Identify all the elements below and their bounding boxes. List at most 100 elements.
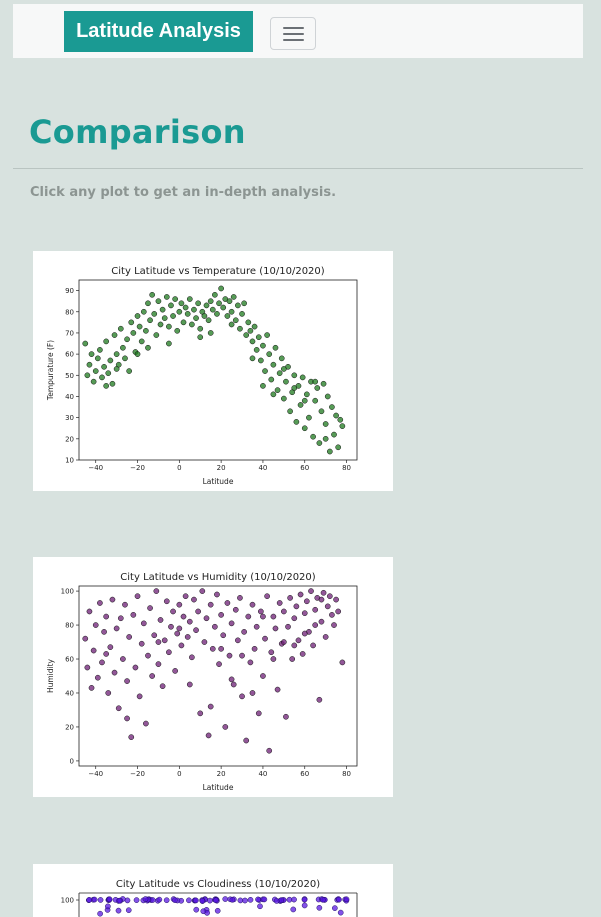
data-point bbox=[161, 315, 168, 321]
data-point bbox=[193, 906, 200, 913]
data-point bbox=[335, 444, 342, 451]
data-point bbox=[229, 896, 236, 903]
data-point bbox=[153, 332, 160, 338]
data-point bbox=[337, 909, 344, 916]
data-point bbox=[320, 380, 327, 387]
data-point bbox=[186, 681, 193, 688]
x-tick-label: 80 bbox=[342, 464, 351, 472]
data-point bbox=[92, 622, 99, 628]
data-point bbox=[260, 342, 266, 349]
data-point bbox=[329, 404, 335, 410]
data-point bbox=[318, 618, 325, 625]
data-point bbox=[272, 344, 279, 351]
plot-frame bbox=[78, 585, 358, 767]
humidity-plot: City Latitude vs Humidity (10/10/2020) −4… bbox=[46, 572, 358, 792]
cloudiness-plot-link[interactable]: City Latitude vs Cloudiness (10/10/2020)… bbox=[33, 864, 393, 917]
data-point bbox=[92, 368, 99, 374]
plot-title: City Latitude vs Cloudiness (10/10/2020) bbox=[116, 879, 320, 890]
data-point bbox=[331, 622, 337, 628]
data-point bbox=[257, 608, 264, 615]
x-tick-label: −20 bbox=[130, 770, 145, 778]
data-point bbox=[143, 720, 149, 727]
y-tick-label: 90 bbox=[65, 287, 74, 295]
data-point bbox=[312, 606, 319, 613]
data-point bbox=[149, 897, 156, 903]
data-point bbox=[235, 302, 241, 309]
data-point bbox=[291, 385, 298, 391]
data-point bbox=[253, 623, 260, 630]
data-point bbox=[222, 724, 229, 730]
data-point bbox=[149, 673, 156, 679]
data-point bbox=[166, 323, 172, 330]
data-point bbox=[172, 668, 179, 674]
data-point bbox=[228, 308, 235, 315]
data-point bbox=[222, 896, 229, 902]
data-point bbox=[115, 907, 122, 914]
temperature-plot-link[interactable]: City Latitude vs Temperature (10/10/2020… bbox=[33, 251, 393, 491]
data-point bbox=[86, 608, 93, 615]
data-point bbox=[285, 623, 291, 630]
data-point bbox=[197, 325, 204, 332]
data-point bbox=[232, 317, 239, 324]
data-point bbox=[105, 690, 112, 696]
y-tick-label: 40 bbox=[65, 689, 74, 697]
data-point bbox=[103, 338, 110, 345]
data-point bbox=[199, 588, 206, 594]
data-point bbox=[107, 644, 114, 650]
data-point bbox=[270, 613, 277, 620]
data-point bbox=[249, 338, 256, 345]
data-point bbox=[287, 595, 293, 601]
data-point bbox=[172, 296, 179, 302]
data-point bbox=[128, 734, 135, 740]
data-point bbox=[239, 311, 245, 317]
data-point bbox=[273, 898, 280, 904]
data-point bbox=[186, 296, 193, 302]
data-point bbox=[97, 600, 103, 606]
data-point bbox=[291, 896, 297, 903]
data-point bbox=[193, 315, 199, 321]
data-point bbox=[280, 639, 287, 645]
data-point bbox=[230, 294, 237, 300]
y-tick-label: 30 bbox=[65, 414, 74, 422]
data-point bbox=[186, 897, 192, 904]
data-point bbox=[322, 435, 329, 442]
brand-link[interactable]: Latitude Analysis bbox=[64, 11, 253, 52]
data-point bbox=[331, 905, 338, 911]
data-point bbox=[270, 361, 277, 368]
x-tick-label: −40 bbox=[88, 464, 103, 472]
data-point bbox=[266, 351, 273, 357]
data-point bbox=[182, 304, 189, 311]
data-point bbox=[232, 606, 239, 613]
data-point bbox=[207, 897, 213, 904]
data-point bbox=[184, 311, 191, 317]
data-point bbox=[333, 596, 339, 603]
data-point bbox=[101, 628, 107, 635]
data-point bbox=[312, 378, 319, 385]
data-point bbox=[145, 652, 151, 659]
data-point bbox=[209, 645, 216, 652]
data-point bbox=[270, 656, 277, 662]
data-point bbox=[94, 674, 101, 681]
data-point bbox=[201, 313, 208, 319]
data-point bbox=[312, 622, 319, 628]
data-point bbox=[320, 896, 326, 903]
data-point bbox=[237, 325, 243, 332]
data-point bbox=[228, 676, 235, 683]
data-point bbox=[115, 705, 122, 712]
data-point bbox=[291, 615, 298, 622]
data-point bbox=[314, 385, 321, 391]
data-point bbox=[159, 306, 166, 313]
data-point bbox=[216, 300, 222, 307]
data-point bbox=[291, 642, 298, 649]
data-point bbox=[301, 902, 308, 909]
data-point bbox=[264, 332, 270, 338]
data-point bbox=[113, 625, 120, 632]
data-point bbox=[247, 659, 254, 666]
data-point bbox=[316, 904, 323, 911]
humidity-plot-link[interactable]: City Latitude vs Humidity (10/10/2020) −4… bbox=[33, 557, 393, 797]
data-point bbox=[207, 330, 214, 336]
data-point bbox=[301, 896, 308, 903]
navbar-toggler-button[interactable] bbox=[270, 17, 316, 50]
data-point bbox=[168, 302, 174, 309]
page-title: Comparison bbox=[29, 113, 246, 151]
